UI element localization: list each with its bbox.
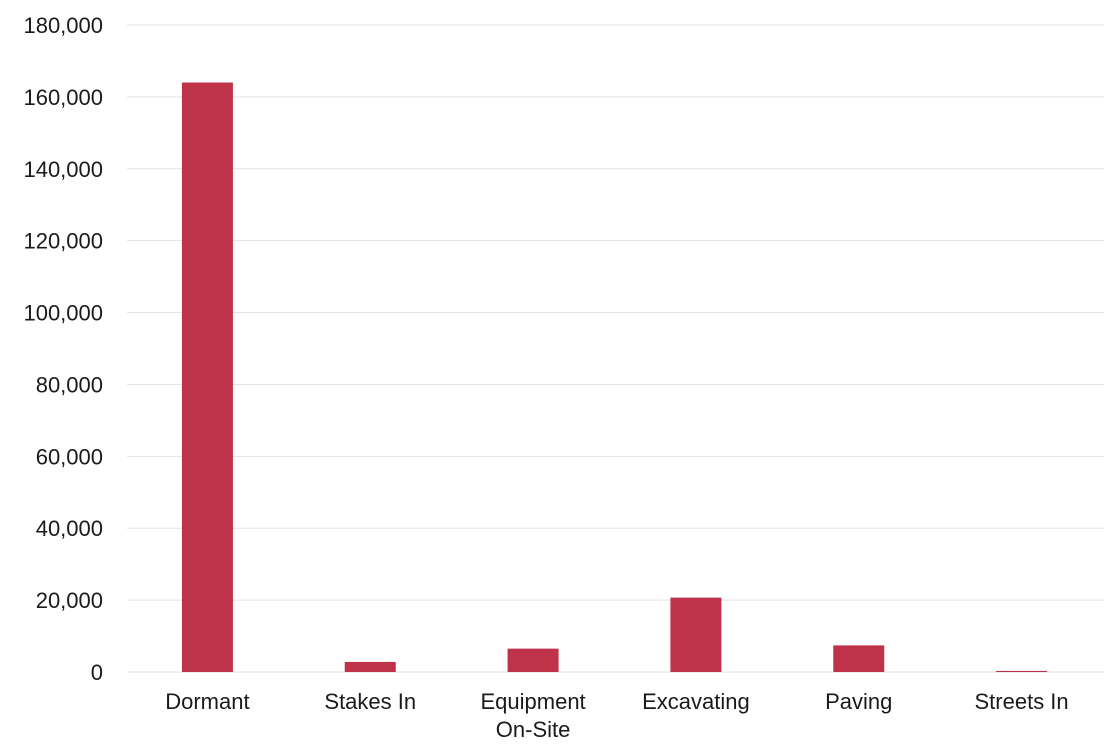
y-tick-label: 0 [91, 660, 103, 685]
x-tick-label: Streets In [975, 689, 1069, 714]
x-tick-label: Paving [825, 689, 892, 714]
y-tick-label: 60,000 [36, 444, 103, 469]
x-axis: Dormant Stakes In Equipment On-Site Excavati… [165, 689, 1068, 742]
y-tick-label: 80,000 [36, 372, 103, 397]
y-tick-label: 160,000 [23, 85, 103, 110]
bars [181, 82, 1048, 672]
y-tick-label: 20,000 [36, 588, 103, 613]
bar [833, 645, 885, 672]
y-tick-label: 100,000 [23, 301, 103, 326]
bar [670, 597, 722, 672]
gridlines [127, 24, 1104, 673]
bar [344, 661, 396, 672]
bar [181, 82, 233, 672]
x-tick-label: Dormant [165, 689, 249, 714]
x-tick-label: Excavating [642, 689, 750, 714]
y-tick-label: 140,000 [23, 157, 103, 182]
y-tick-label: 40,000 [36, 516, 103, 541]
y-tick-label: 120,000 [23, 229, 103, 254]
bar [996, 670, 1048, 672]
x-tick-label: On-Site [496, 717, 571, 742]
x-tick-label: Equipment [480, 689, 585, 714]
y-axis: 0 20,000 40,000 60,000 80,000 100,000 120,000 1… [23, 13, 103, 685]
bar [507, 648, 559, 672]
x-tick-label: Stakes In [324, 689, 416, 714]
y-tick-label: 180,000 [23, 13, 103, 38]
